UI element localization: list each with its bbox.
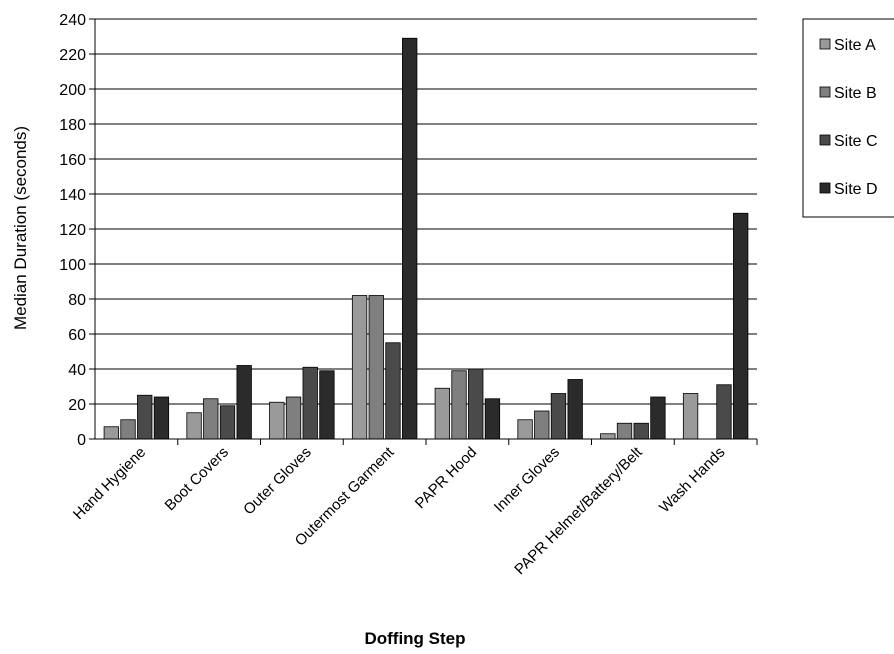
- bar-site-b: [285, 396, 302, 440]
- x-tick-label: PAPR Hood: [412, 444, 480, 512]
- bar-site-d: [236, 365, 252, 440]
- y-tick-label: 100: [59, 257, 86, 274]
- legend-label: Site D: [834, 181, 878, 198]
- legend-swatch: [819, 86, 831, 98]
- x-tick-label: Inner Gloves: [491, 444, 563, 516]
- bar-site-a: [682, 393, 699, 440]
- y-tick-label: 180: [59, 117, 86, 134]
- y-tick-label: 20: [68, 397, 86, 414]
- bar-site-c: [633, 422, 649, 440]
- y-tick-label: 0: [77, 432, 86, 449]
- y-tick-label: 40: [68, 362, 86, 379]
- y-tick-label: 140: [59, 187, 86, 204]
- bar-site-b: [451, 370, 467, 440]
- x-tick-label: Boot Covers: [162, 444, 232, 514]
- legend: Site A Site B Site C Site D: [802, 18, 894, 218]
- y-tick-label: 200: [59, 82, 86, 99]
- x-tick-label: Outer Gloves: [240, 444, 315, 519]
- legend-label: Site B: [834, 85, 877, 102]
- y-tick-label: 60: [68, 327, 86, 344]
- bar-site-c: [385, 342, 401, 440]
- y-tick-label: 160: [59, 152, 86, 169]
- y-tick-label: 80: [68, 292, 86, 309]
- bar-site-b: [368, 295, 384, 440]
- legend-swatch: [819, 182, 831, 194]
- bar-site-c: [550, 393, 567, 440]
- bar-site-d: [402, 37, 418, 440]
- y-tick-labels: 0 20 40 60 80 100 120 140 160 180 200 220 240: [59, 12, 86, 449]
- bar-site-a: [600, 433, 616, 440]
- bar-site-a: [269, 401, 285, 440]
- bar-site-c: [468, 368, 484, 440]
- bar-site-d: [319, 370, 335, 440]
- legend-box: [802, 18, 894, 218]
- bars: [103, 37, 749, 440]
- y-tick-label: 120: [59, 222, 86, 239]
- y-axis-title: Median Duration (seconds): [11, 126, 30, 330]
- y-tick-label: 240: [59, 12, 86, 29]
- bar-site-c: [219, 405, 236, 440]
- bar-site-c: [716, 384, 732, 440]
- bar-site-a: [351, 295, 368, 440]
- bar-site-d: [650, 396, 666, 440]
- axes: [89, 18, 758, 445]
- bar-site-a: [186, 412, 202, 440]
- bar-site-b: [616, 422, 633, 440]
- gridlines: [95, 18, 757, 405]
- bar-site-d: [484, 398, 501, 440]
- legend-label: Site C: [834, 133, 878, 150]
- bar-site-d: [153, 396, 170, 440]
- bar-site-c: [137, 394, 153, 440]
- bar-site-d: [733, 212, 749, 440]
- bar-site-d: [567, 379, 583, 440]
- x-tick-labels: Hand Hygiene Boot Covers Outer GlovesOuter…: [70, 443, 728, 578]
- legend-label: Site A: [834, 37, 876, 54]
- bar-site-b: [534, 410, 550, 440]
- legend-swatch: [819, 38, 831, 50]
- bar-site-a: [434, 387, 450, 440]
- bar-site-a: [517, 419, 533, 440]
- bar-site-b: [120, 419, 136, 440]
- y-tick-label: 220: [59, 47, 86, 64]
- x-tick-label: Hand Hygiene: [70, 444, 149, 523]
- legend-swatch: [819, 134, 831, 146]
- bar-site-a: [103, 426, 119, 440]
- bar-site-c: [302, 366, 318, 440]
- bar-site-b: [203, 398, 219, 440]
- x-axis-title: Doffing Step: [364, 629, 465, 648]
- x-tick-label: Wash Hands: [656, 444, 728, 516]
